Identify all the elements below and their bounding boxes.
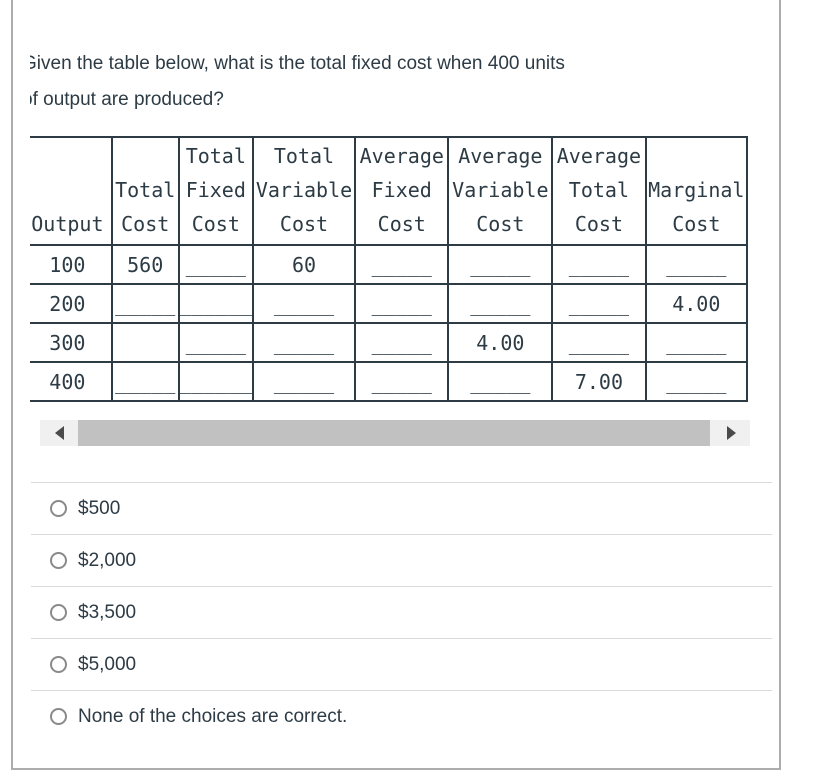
answer-label-4[interactable]: $5,000 xyxy=(78,653,137,675)
table-row-400: 400 _____ ______ _____ _____ _____ 7.00 … xyxy=(30,361,748,402)
cell-output-200: 200 xyxy=(30,283,113,324)
col-header-average-fixed-cost: Average Fixed Cost xyxy=(354,136,450,246)
cell-output-100: 100 xyxy=(30,244,113,285)
question-scroll-viewport: Given the table below, what is the total… xyxy=(30,12,748,404)
radio-button-2[interactable] xyxy=(50,552,67,569)
cell-afc-100: _____ xyxy=(354,244,450,285)
cell-tc-300 xyxy=(110,322,180,363)
cell-avc-400: _____ xyxy=(447,361,554,402)
radio-button-4[interactable] xyxy=(50,656,67,673)
cell-atc-200: _____ xyxy=(551,283,647,324)
table-row-100: 100 560 _____ 60 _____ _____ _____ _____ xyxy=(30,244,748,285)
table-row-300: 300 _____ _____ _____ 4.00 _____ _____ xyxy=(30,322,748,363)
answer-label-2[interactable]: $2,000 xyxy=(78,549,137,571)
answer-option-3[interactable]: $3,500 xyxy=(31,586,772,638)
cell-tvc-400: _____ xyxy=(251,361,357,402)
cell-mc-300: _____ xyxy=(644,322,748,363)
scrolled-content: Given the table below, what is the total… xyxy=(30,46,748,402)
cell-output-300: 300 xyxy=(30,322,113,363)
answer-option-2[interactable]: $2,000 xyxy=(31,534,772,586)
answer-option-4[interactable]: $5,000 xyxy=(31,638,772,690)
cost-table: Output Total Cost Total Fixed Cost Total… xyxy=(30,136,748,402)
cell-tfc-400: ______ xyxy=(177,361,254,402)
cell-tvc-200: _____ xyxy=(251,283,357,324)
cell-tvc-300: _____ xyxy=(251,322,357,363)
cell-atc-400: 7.00 xyxy=(551,361,647,402)
col-header-total-variable-cost: Total Variable Cost xyxy=(251,136,357,246)
cell-atc-100: _____ xyxy=(551,244,647,285)
cell-mc-100: _____ xyxy=(644,244,748,285)
cell-mc-200: 4.00 xyxy=(644,283,748,324)
answer-label-3[interactable]: $3,500 xyxy=(78,601,137,623)
col-header-output: Output xyxy=(30,136,113,246)
cell-tfc-100: _____ xyxy=(177,244,254,285)
scroll-left-arrow-icon xyxy=(54,426,64,440)
cell-avc-300: 4.00 xyxy=(447,322,554,363)
cell-tvc-100: 60 xyxy=(251,244,357,285)
cell-atc-300: _____ xyxy=(551,322,647,363)
cell-tfc-200: ______ xyxy=(177,283,254,324)
cell-avc-200: _____ xyxy=(447,283,554,324)
scroll-right-button[interactable] xyxy=(712,420,750,446)
question-line-1: Given the table below, what is the total… xyxy=(30,53,565,74)
table-row-200: 200 _____ ______ _____ _____ _____ _____… xyxy=(30,283,748,324)
cell-tc-200: _____ xyxy=(110,283,180,324)
col-header-average-variable-cost: Average Variable Cost xyxy=(447,136,554,246)
answer-option-1[interactable]: $500 xyxy=(31,482,772,534)
answer-options: $500 $2,000 $3,500 $5,000 None of the ch… xyxy=(31,482,772,742)
scroll-left-button[interactable] xyxy=(40,420,78,446)
cell-mc-400: _____ xyxy=(644,361,748,402)
cell-tc-400: _____ xyxy=(110,361,180,402)
col-header-average-total-cost: Average Total Cost xyxy=(551,136,647,246)
radio-button-5[interactable] xyxy=(50,708,67,725)
cell-afc-200: _____ xyxy=(354,283,450,324)
radio-button-1[interactable] xyxy=(50,500,67,517)
cell-afc-300: _____ xyxy=(354,322,450,363)
question-text: Given the table below, what is the total… xyxy=(30,46,748,118)
answer-label-5[interactable]: None of the choices are correct. xyxy=(78,705,348,727)
scrollbar-thumb[interactable] xyxy=(78,420,710,446)
radio-button-3[interactable] xyxy=(50,604,67,621)
cell-tc-100: 560 xyxy=(110,244,180,285)
col-header-total-fixed-cost: Total Fixed Cost xyxy=(177,136,254,246)
answer-label-1[interactable]: $500 xyxy=(78,497,121,519)
cell-avc-100: _____ xyxy=(447,244,554,285)
cell-afc-400: _____ xyxy=(354,361,450,402)
cell-tfc-300: _____ xyxy=(177,322,254,363)
cell-output-400: 400 xyxy=(30,361,113,402)
horizontal-scrollbar[interactable] xyxy=(40,420,750,446)
question-line-2: of output are produced? xyxy=(30,89,224,110)
answer-option-5[interactable]: None of the choices are correct. xyxy=(31,690,772,742)
table-header-row: Output Total Cost Total Fixed Cost Total… xyxy=(30,136,748,246)
col-header-marginal-cost: Marginal Cost xyxy=(644,136,748,246)
scroll-right-arrow-icon xyxy=(726,426,736,440)
question-card: Given the table below, what is the total… xyxy=(11,0,781,770)
col-header-total-cost: Total Cost xyxy=(110,136,180,246)
